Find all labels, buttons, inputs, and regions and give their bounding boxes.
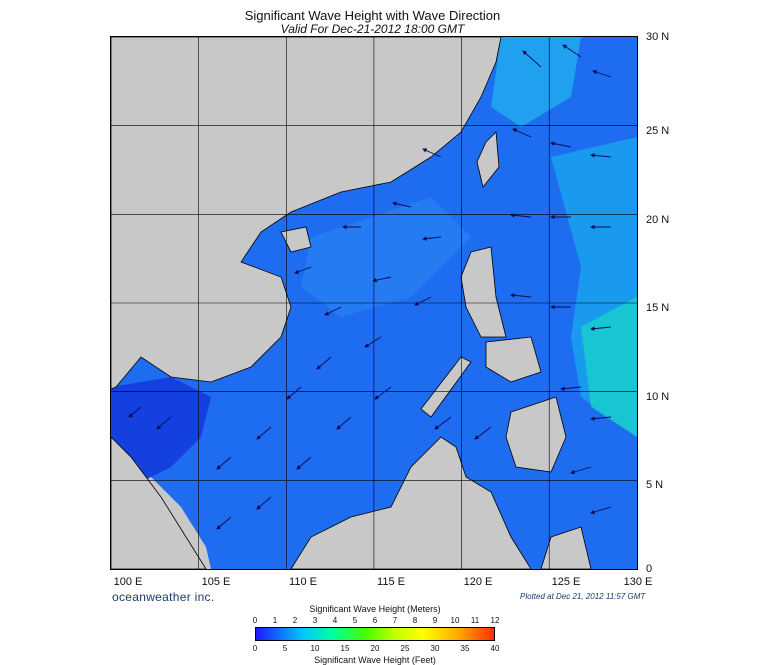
colorbar-meters-tick: 7 [392,616,398,625]
lat-label-20n: 20 N [646,214,670,226]
colorbar-meters-tick: 11 [470,616,480,625]
swell-band-east-peak [581,297,637,437]
colorbar-meters-tick: 5 [352,616,358,625]
colorbar-feet-tick: 5 [282,644,288,653]
colorbar-feet-tick: 35 [460,644,470,653]
lon-label-105e: 105 E [201,576,231,588]
colorbar-meters-tick: 10 [450,616,460,625]
colorbar-meters-tick: 2 [292,616,298,625]
colorbar-meters-tick: 1 [272,616,278,625]
land-visayas [485,336,542,383]
lat-label-0: 0 [646,563,653,575]
colorbar-feet-tick: 30 [430,644,440,653]
colorbar-meters-tick: 4 [332,616,338,625]
lat-label-5n: 5 N [646,479,664,491]
wave-height-map [110,36,638,570]
swell-band-north [491,37,581,127]
lat-label-30n: 30 N [646,31,670,43]
map-canvas [110,36,637,570]
land-mindanao [505,396,567,473]
land-hainan [280,226,312,253]
colorbar-feet-tick: 25 [400,644,410,653]
colorbar [255,627,495,641]
colorbar-feet-tick: 20 [370,644,380,653]
brand-logo-text: oceanweather inc. [112,590,215,604]
lat-label-10n: 10 N [646,391,670,403]
lon-label-130e: 130 E [623,576,653,588]
colorbar-meters-tick: 12 [490,616,500,625]
colorbar-title-meters: Significant Wave Height (Meters) [309,604,441,614]
colorbar-meters-tick: 9 [432,616,438,625]
graticule [111,37,637,569]
land-mainland-asia [110,36,502,390]
lat-label-25n: 25 N [646,125,670,137]
land-taiwan [476,131,500,188]
colorbar-meters-tick: 0 [252,616,258,625]
land-borneo [290,436,532,570]
colorbar-meters-tick: 3 [312,616,318,625]
wave-direction-arrows [128,44,612,530]
chart-subtitle: Valid For Dec-21-2012 18:00 GMT [280,22,465,36]
lon-label-110e: 110 E [289,576,317,588]
lon-label-115e: 115 E [377,576,405,588]
colorbar-meters-tick: 6 [372,616,378,625]
lon-label-100e: 100 E [113,576,143,588]
colorbar-feet-tick: 40 [490,644,500,653]
colorbar-meters-tick: 8 [412,616,418,625]
lon-label-125e: 125 E [551,576,581,588]
lon-label-120e: 120 E [463,576,493,588]
lat-label-15n: 15 N [646,302,670,314]
plotted-timestamp: Plotted at Dec 21, 2012 11:57 GMT [520,592,646,601]
chart-title: Significant Wave Height with Wave Direct… [244,8,501,23]
colorbar-feet-tick: 15 [340,644,350,653]
colorbar-feet-tick: 10 [310,644,320,653]
colorbar-title-feet: Significant Wave Height (Feet) [314,655,436,665]
colorbar-feet-tick: 0 [252,644,258,653]
